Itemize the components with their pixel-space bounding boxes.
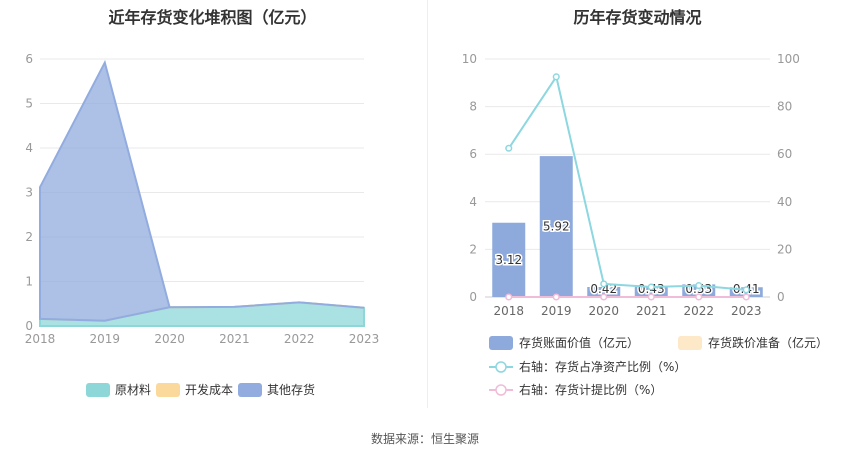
legend-swatch xyxy=(678,336,702,350)
line-point xyxy=(695,282,703,290)
y-tick-label: 8 xyxy=(469,100,477,114)
line-point xyxy=(600,280,608,288)
bar xyxy=(539,156,573,297)
y-tick-label: 0 xyxy=(469,290,477,304)
y-tick-label: 6 xyxy=(25,52,33,66)
legend-swatch-point xyxy=(495,384,507,396)
legend-swatch xyxy=(489,336,513,350)
stacked-area-chart: 0 1 2 3 4 5 6 2018 2019 2020 2021 2022 2023 原材料 开发成本 其他… xyxy=(25,52,380,397)
bar-value-label: 5.92 xyxy=(543,220,570,234)
line-series-2 xyxy=(507,74,747,291)
bar-value-label: 3.12 xyxy=(495,253,522,267)
y2-tick-label: 100 xyxy=(777,52,800,66)
x-tick-label: 2021 xyxy=(636,304,667,318)
line-point xyxy=(552,73,560,81)
legend-swatch xyxy=(238,383,262,397)
y2-tick-label: 40 xyxy=(777,195,792,209)
legend-swatch-point xyxy=(495,361,507,373)
y-tick-label: 0 xyxy=(25,319,33,333)
x-tick-label: 2022 xyxy=(284,332,315,346)
y-tick-label: 6 xyxy=(469,147,477,161)
legend-label: 原材料 xyxy=(115,383,151,397)
legend-swatch xyxy=(86,383,110,397)
legend-label: 其他存货 xyxy=(267,382,315,397)
x-tick-label: 2023 xyxy=(731,304,762,318)
y-tick-label: 1 xyxy=(25,275,33,289)
x-tick-label: 2018 xyxy=(25,332,56,346)
bar xyxy=(682,284,716,297)
line-point xyxy=(695,293,703,301)
y-tick-label: 3 xyxy=(25,186,33,200)
y-tick-label: 4 xyxy=(469,195,477,209)
line-point xyxy=(647,283,655,291)
y2-tick-label: 0 xyxy=(777,290,785,304)
line-point xyxy=(552,293,560,301)
legend-label: 存货跌价准备（亿元） xyxy=(708,335,828,350)
y2-tick-label: 20 xyxy=(777,242,792,256)
y-tick-label: 2 xyxy=(25,230,33,244)
legend-label: 存货账面价值（亿元） xyxy=(519,335,639,350)
x-tick-label: 2023 xyxy=(349,332,380,346)
legend-label: 开发成本 xyxy=(185,382,233,397)
line-point xyxy=(505,293,513,301)
x-tick-label: 2019 xyxy=(90,332,121,346)
y-tick-label: 10 xyxy=(462,52,477,66)
panel-divider xyxy=(427,0,428,408)
line-point xyxy=(742,293,750,301)
line-point xyxy=(505,144,513,152)
bar xyxy=(587,287,621,297)
x-tick-label: 2019 xyxy=(541,304,572,318)
x-tick-label: 2020 xyxy=(154,332,185,346)
legend-swatch xyxy=(156,383,180,397)
x-tick-label: 2021 xyxy=(219,332,250,346)
bar xyxy=(492,222,526,297)
left-chart-title: 近年存货变化堆积图（亿元） xyxy=(108,8,317,27)
x-tick-label: 2022 xyxy=(683,304,714,318)
y-tick-label: 4 xyxy=(25,141,33,155)
line-point xyxy=(647,293,655,301)
x-tick-label: 2018 xyxy=(493,304,524,318)
line-point xyxy=(600,293,608,301)
data-source: 数据来源：恒生聚源 xyxy=(0,430,850,447)
data-source-label: 数据来源： xyxy=(370,432,431,446)
y-tick-label: 5 xyxy=(25,97,33,111)
bar xyxy=(634,286,668,297)
area-series-2 xyxy=(39,59,365,322)
y2-tick-label: 60 xyxy=(777,147,792,161)
data-source-value: 恒生聚源 xyxy=(431,432,480,446)
y2-tick-label: 80 xyxy=(777,100,792,114)
legend-label: 右轴：存货计提比例（%） xyxy=(519,382,662,397)
legend-label: 右轴：存货占净资产比例（%） xyxy=(519,359,686,374)
right-chart-title: 历年存货变动情况 xyxy=(573,8,702,27)
x-tick-label: 2020 xyxy=(588,304,619,318)
y-tick-label: 2 xyxy=(469,242,477,256)
line-point xyxy=(742,286,750,294)
